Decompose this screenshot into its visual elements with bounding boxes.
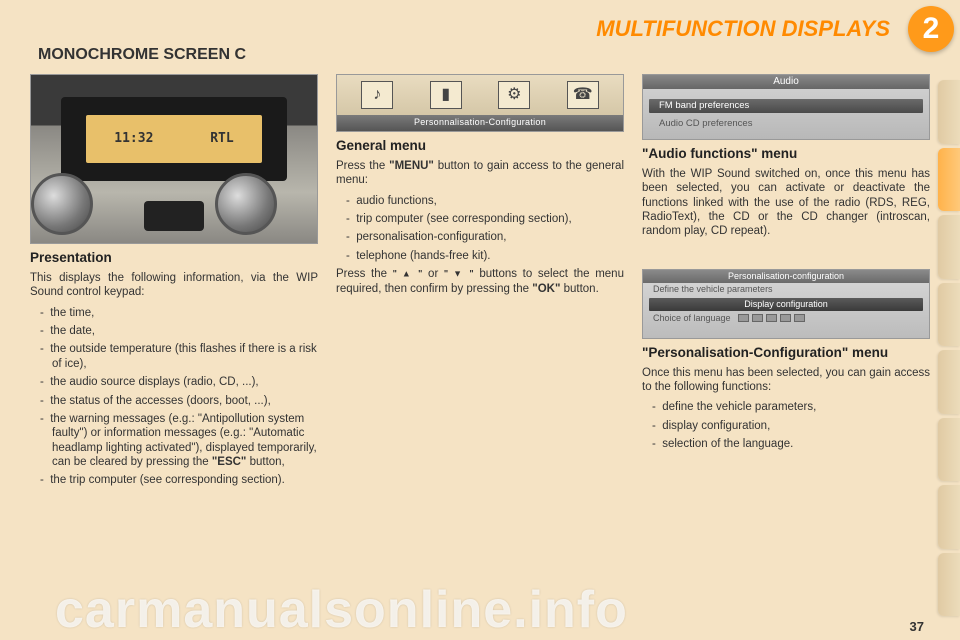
- trip-icon: ▮: [430, 81, 462, 109]
- col-left: 11:32 RTL Presentation This displays the…: [30, 74, 318, 492]
- list-item: the status of the accesses (doors, boot,…: [40, 394, 318, 408]
- presentation-heading: Presentation: [30, 250, 318, 267]
- audio-functions-heading: "Audio functions" menu: [642, 146, 930, 163]
- config-icon: ⚙: [498, 81, 530, 109]
- general-menu-p1: Press the "MENU" button to gain access t…: [336, 159, 624, 188]
- side-tabs: [938, 80, 960, 620]
- esc-label: "ESC": [212, 456, 247, 468]
- display-screen: 11:32 RTL: [86, 115, 262, 162]
- flag-icon: [752, 314, 763, 322]
- iconbar-image: ♪ ▮ ⚙ ☎ Personnalisation-Configuration: [336, 74, 624, 132]
- presentation-list: the time, the date, the outside temperat…: [30, 306, 318, 488]
- flag-icon: [766, 314, 777, 322]
- list-item: the audio source displays (radio, CD, ..…: [40, 375, 318, 389]
- list-item: personalisation-configuration,: [346, 230, 624, 244]
- pc-lang-label: Choice of language: [653, 313, 731, 324]
- list-item: telephone (hands-free kit).: [346, 249, 624, 263]
- list-item: the outside temperature (this flashes if…: [40, 342, 318, 371]
- chapter-badge: 2: [908, 6, 954, 52]
- audio-menu-image: Audio FM band preferences Audio CD prefe…: [642, 74, 930, 140]
- page-subtitle: MONOCHROME SCREEN C: [38, 46, 930, 64]
- center-vent: [144, 201, 204, 231]
- flag-icon: [738, 314, 749, 322]
- side-tab[interactable]: [938, 418, 960, 482]
- li-tail: button,: [246, 456, 284, 468]
- content-columns: 11:32 RTL Presentation This displays the…: [30, 74, 930, 492]
- section-title: MULTIFUNCTION DISPLAYS: [30, 16, 930, 42]
- dashboard-photo: 11:32 RTL: [30, 74, 318, 244]
- down-arrow-label: " ▼ ": [444, 268, 474, 278]
- list-item: trip computer (see corresponding section…: [346, 212, 624, 226]
- list-item: define the vehicle parameters,: [652, 400, 930, 414]
- pc-row-selected: Display configuration: [649, 298, 923, 311]
- txt: Press the: [336, 160, 389, 172]
- display-extra: RTL: [210, 131, 233, 147]
- personalisation-list: define the vehicle parameters, display c…: [642, 400, 930, 451]
- side-tab[interactable]: [938, 553, 960, 617]
- list-item: selection of the language.: [652, 437, 930, 451]
- general-menu-list: audio functions, trip computer (see corr…: [336, 194, 624, 264]
- list-item: the warning messages (e.g.: "Antipolluti…: [40, 412, 318, 470]
- general-menu-heading: General menu: [336, 138, 624, 155]
- audio-menu-title: Audio: [643, 75, 929, 89]
- txt: button.: [560, 283, 598, 295]
- pc-title: Personalisation-configuration: [643, 270, 929, 283]
- phone-icon: ☎: [567, 81, 599, 109]
- personalisation-text: Once this menu has been selected, you ca…: [642, 366, 930, 395]
- personalisation-heading: "Personalisation-Configuration" menu: [642, 345, 930, 362]
- up-arrow-label: " ▲ ": [393, 268, 423, 278]
- presentation-intro: This displays the following information,…: [30, 271, 318, 300]
- audio-functions-text: With the WIP Sound switched on, once thi…: [642, 167, 930, 239]
- audio-icon: ♪: [361, 81, 393, 109]
- display-unit: 11:32 RTL: [61, 97, 287, 181]
- side-tab[interactable]: [938, 283, 960, 347]
- display-time: 11:32: [114, 131, 153, 147]
- knob-right: [215, 173, 277, 235]
- side-tab[interactable]: [938, 80, 960, 144]
- side-tab-active[interactable]: [938, 148, 960, 212]
- audio-row: Audio CD preferences: [643, 117, 929, 131]
- txt: or: [422, 268, 444, 280]
- side-tab[interactable]: [938, 350, 960, 414]
- list-item: the date,: [40, 324, 318, 338]
- manual-page: 2 MULTIFUNCTION DISPLAYS MONOCHROME SCRE…: [0, 0, 960, 640]
- ok-label: "OK": [532, 283, 560, 295]
- list-item: the time,: [40, 306, 318, 320]
- personalisation-image: Personalisation-configuration Define the…: [642, 269, 930, 339]
- flag-icon: [794, 314, 805, 322]
- pc-lang-row: Choice of language: [643, 313, 929, 324]
- txt: Press the: [336, 268, 393, 280]
- audio-row-selected: FM band preferences: [649, 99, 923, 113]
- pc-row: Define the vehicle parameters: [643, 283, 929, 296]
- general-menu-p2: Press the " ▲ " or " ▼ " buttons to sele…: [336, 267, 624, 296]
- col-middle: ♪ ▮ ⚙ ☎ Personnalisation-Configuration G…: [336, 74, 624, 492]
- flag-icon: [780, 314, 791, 322]
- list-item: display configuration,: [652, 419, 930, 433]
- icon-row: ♪ ▮ ⚙ ☎: [337, 75, 623, 115]
- side-tab[interactable]: [938, 215, 960, 279]
- list-item: the trip computer (see corresponding sec…: [40, 473, 318, 487]
- iconbar-caption: Personnalisation-Configuration: [337, 115, 623, 131]
- menu-label: "MENU": [389, 160, 434, 172]
- page-number: 37: [910, 619, 924, 634]
- list-item: audio functions,: [346, 194, 624, 208]
- col-right: Audio FM band preferences Audio CD prefe…: [642, 74, 930, 492]
- knob-left: [31, 173, 93, 235]
- side-tab[interactable]: [938, 485, 960, 549]
- watermark: carmanualsonline.info: [55, 580, 628, 640]
